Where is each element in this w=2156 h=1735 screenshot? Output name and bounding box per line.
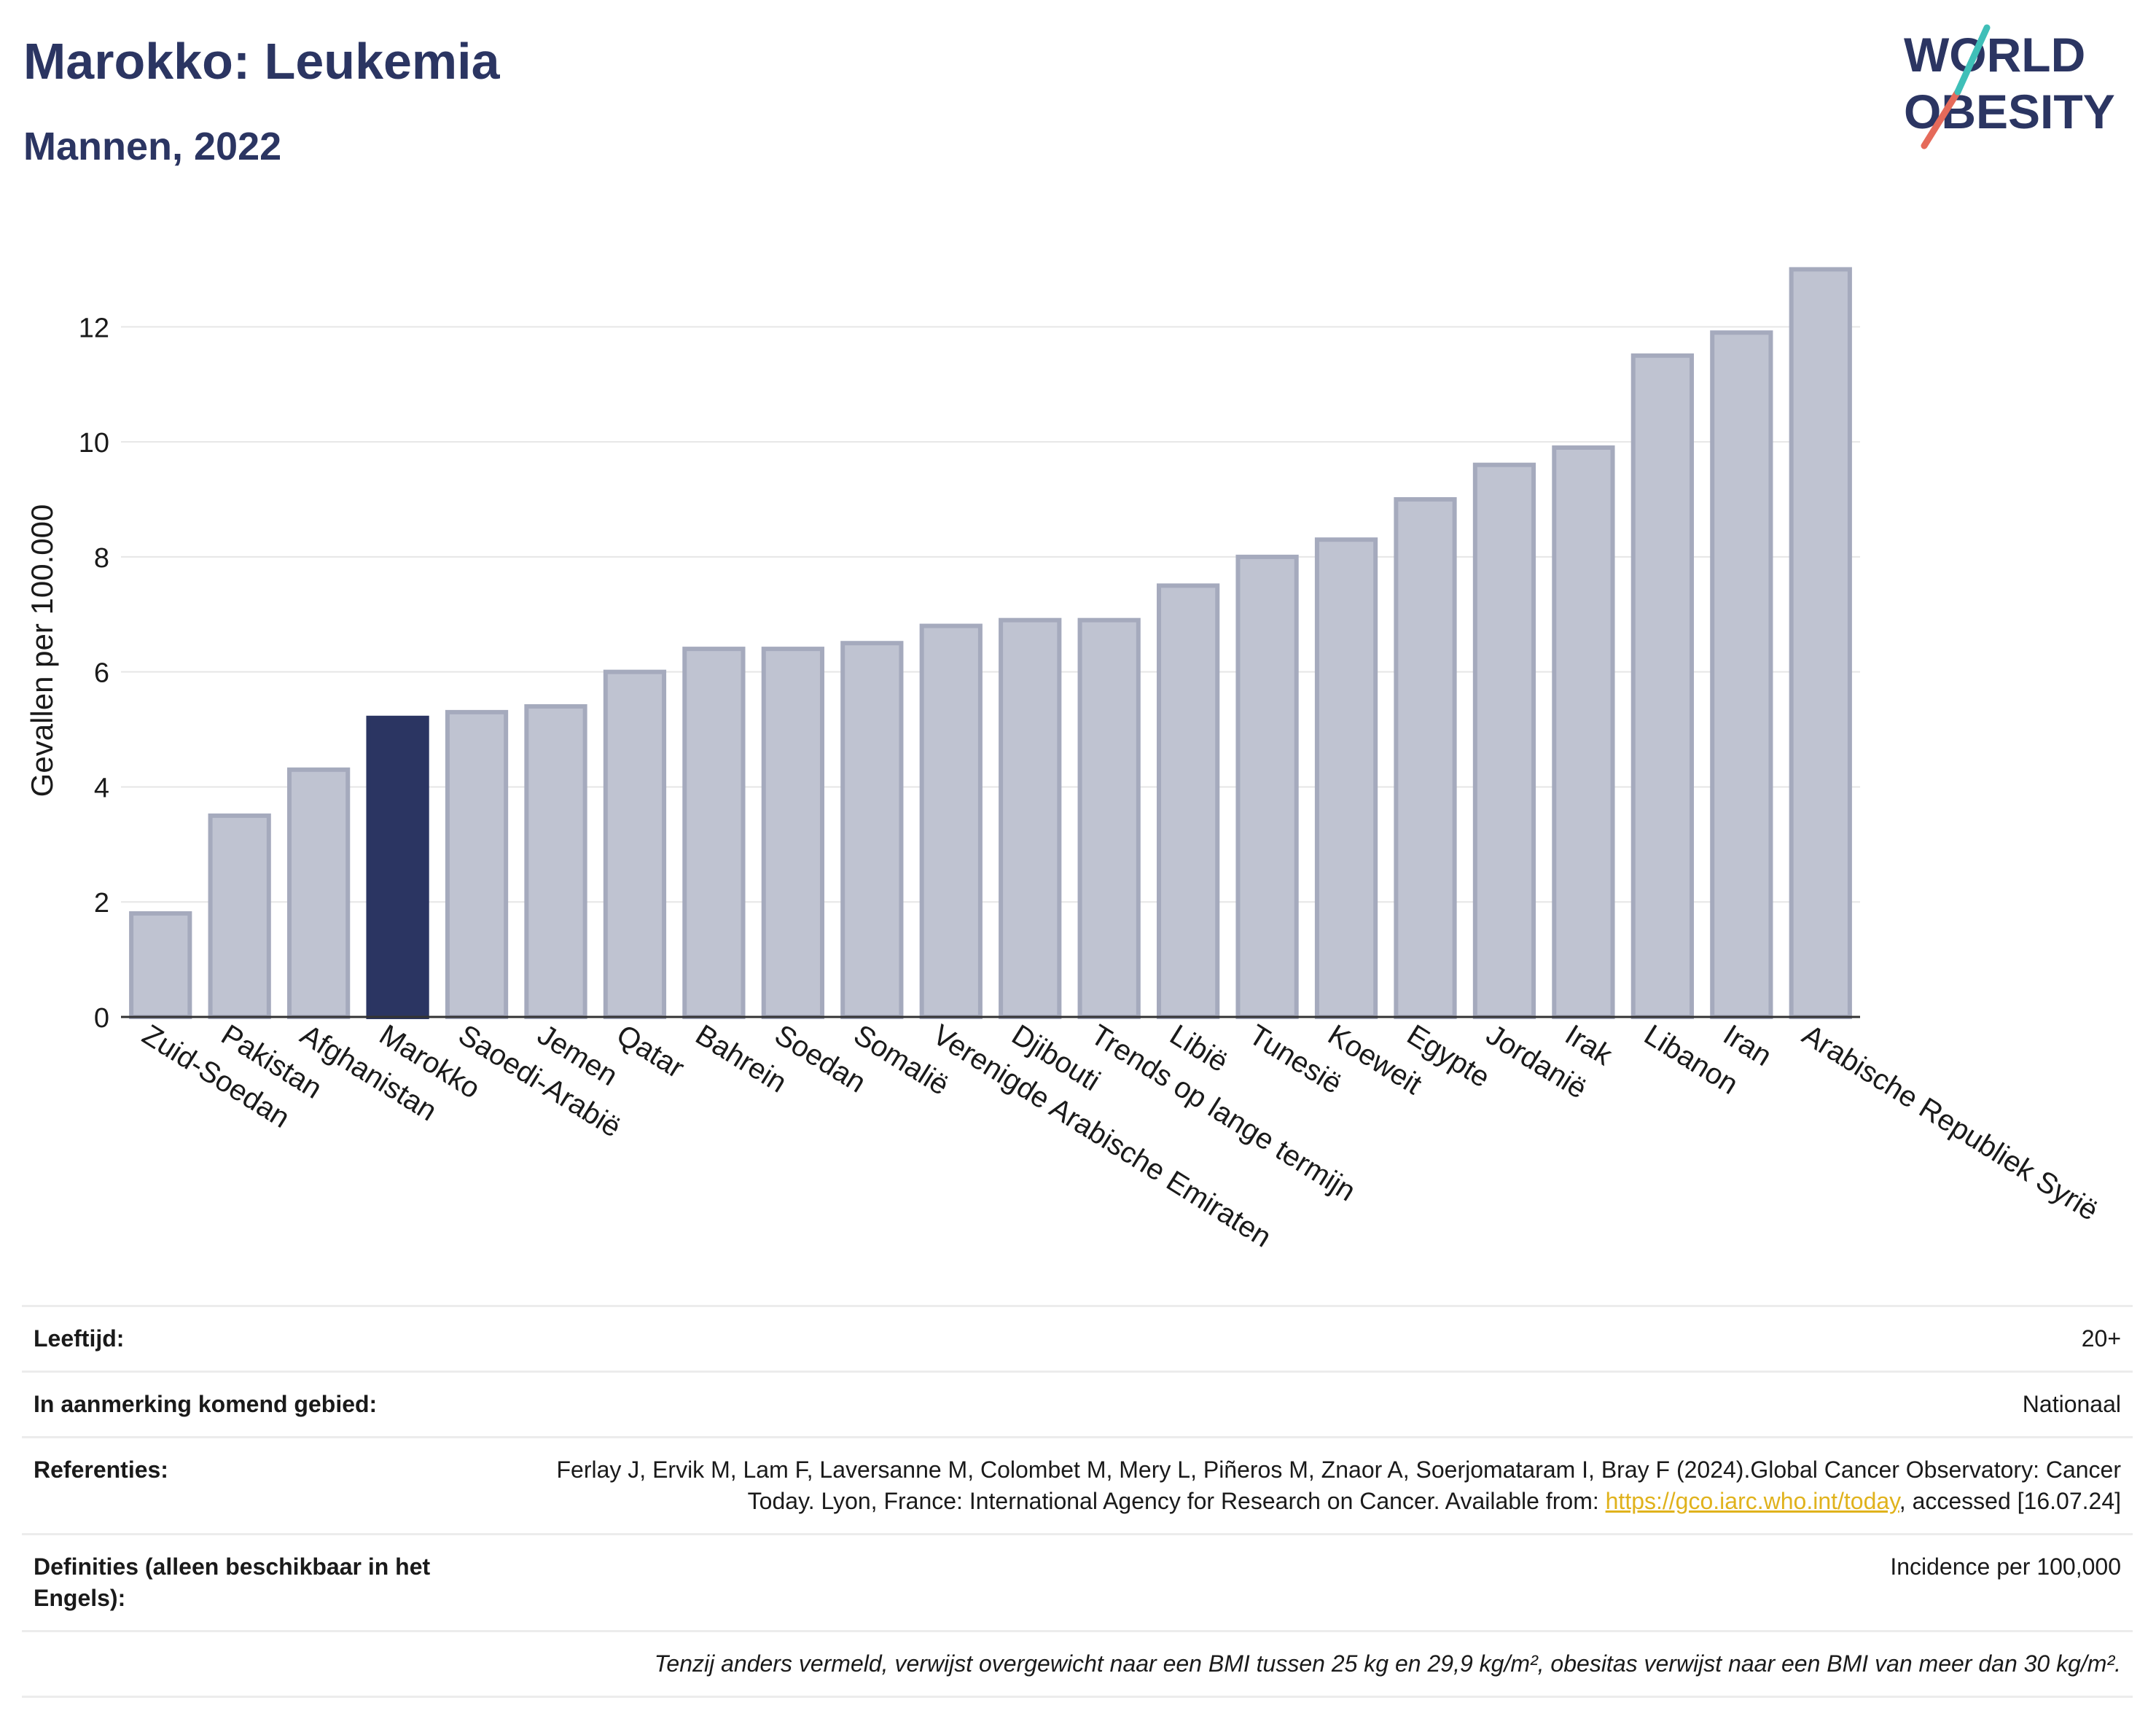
bar-egypte: [1394, 497, 1457, 1019]
footnote: Tenzij anders vermeld, verwijst overgewi…: [654, 1650, 2121, 1677]
logo-line-1: WORLD: [1904, 28, 2085, 82]
bar-arabische-republiek-syrië: [1789, 267, 1852, 1019]
info-table: Leeftijd: 20+ In aanmerking komend gebie…: [22, 1305, 2133, 1698]
bar-iran: [1710, 330, 1773, 1019]
info-row-references: Referenties: Ferlay J, Ervik M, Lam F, L…: [22, 1436, 2133, 1533]
logo-slash-red: [1921, 88, 1961, 149]
area-value: Nationaal: [2022, 1391, 2121, 1417]
references-text-1: Ferlay J, Ervik M, Lam F, Laversanne M, …: [556, 1457, 2121, 1514]
bar-tunesië: [1235, 554, 1299, 1019]
bar-marokko: [366, 715, 429, 1019]
info-row-age: Leeftijd: 20+: [22, 1305, 2133, 1371]
bar-soedan: [761, 647, 824, 1019]
bar-qatar: [603, 669, 667, 1020]
x-tick-label: Qatar: [611, 1018, 690, 1084]
references-label: Referenties:: [34, 1457, 168, 1483]
logo-line-2: OBESITY: [1904, 85, 2115, 139]
references-text-2: , accessed [16.07.24]: [1899, 1488, 2121, 1514]
bar-jordanië: [1472, 462, 1536, 1019]
bar-verenigde-arabische-emiraten: [919, 623, 983, 1019]
age-value: 20+: [2081, 1325, 2121, 1352]
x-axis-ticks: Zuid-SoedanPakistanAfghanistanMarokkoSao…: [136, 1018, 2104, 1253]
x-tick-label: Soedan: [769, 1018, 871, 1099]
y-axis-ticks: 0 2 4 6 8 10 12: [79, 313, 109, 1034]
y-axis-label: Gevallen per 100.000: [25, 504, 59, 798]
x-tick-label: Bahrein: [690, 1018, 792, 1099]
bar-bahrein: [682, 647, 746, 1019]
bar-djibouti: [999, 617, 1062, 1019]
bar-somalië: [840, 641, 904, 1019]
bar-trends-op-lange-termijn: [1077, 617, 1141, 1019]
y-tick-label: 8: [94, 543, 109, 574]
y-tick-label: 2: [94, 888, 109, 919]
y-tick-label: 4: [94, 773, 109, 803]
info-row-note: Tenzij anders vermeld, verwijst overgewi…: [22, 1630, 2133, 1698]
references-value: Ferlay J, Ervik M, Lam F, Laversanne M, …: [500, 1454, 2121, 1517]
definitions-label: Definities (alleen beschikbaar in het En…: [34, 1553, 431, 1611]
bar-saoedi-arabië: [445, 709, 509, 1020]
bar-zuid-soedan: [129, 911, 192, 1019]
info-row-definitions: Definities (alleen beschikbaar in het En…: [22, 1533, 2133, 1630]
references-link[interactable]: https://gco.iarc.who.int/today: [1605, 1488, 1899, 1514]
age-label: Leeftijd:: [34, 1325, 125, 1352]
bar-pakistan: [208, 813, 271, 1020]
bar-afghanistan: [287, 767, 351, 1020]
info-row-area: In aanmerking komend gebied: Nationaal: [22, 1371, 2133, 1436]
y-tick-label: 6: [94, 658, 109, 689]
bar-libië: [1157, 583, 1220, 1019]
y-tick-label: 10: [79, 428, 109, 459]
bar-chart: 0 2 4 6 8 10 12 Zuid-SoedanPakistanAfghanistan…: [25, 267, 2104, 1254]
logo-slash-teal: [1954, 24, 1991, 95]
bar-jemen: [524, 704, 587, 1019]
bar-irak: [1552, 445, 1615, 1019]
bar-koeweit: [1314, 537, 1378, 1019]
chart-subtitle: Mannen, 2022: [23, 125, 282, 168]
bar-libanon: [1630, 353, 1694, 1019]
y-tick-label: 12: [79, 313, 109, 343]
definitions-value: Incidence per 100,000: [1890, 1553, 2121, 1580]
chart-title: Marokko: Leukemia: [23, 33, 500, 90]
area-label: In aanmerking komend gebied:: [34, 1391, 378, 1417]
world-obesity-logo: WORLD OBESITY: [1904, 24, 2115, 149]
y-tick-label: 0: [94, 1003, 109, 1034]
bars: [129, 267, 1852, 1020]
x-tick-label: Arabische Republiek Syrië: [1797, 1018, 2104, 1227]
